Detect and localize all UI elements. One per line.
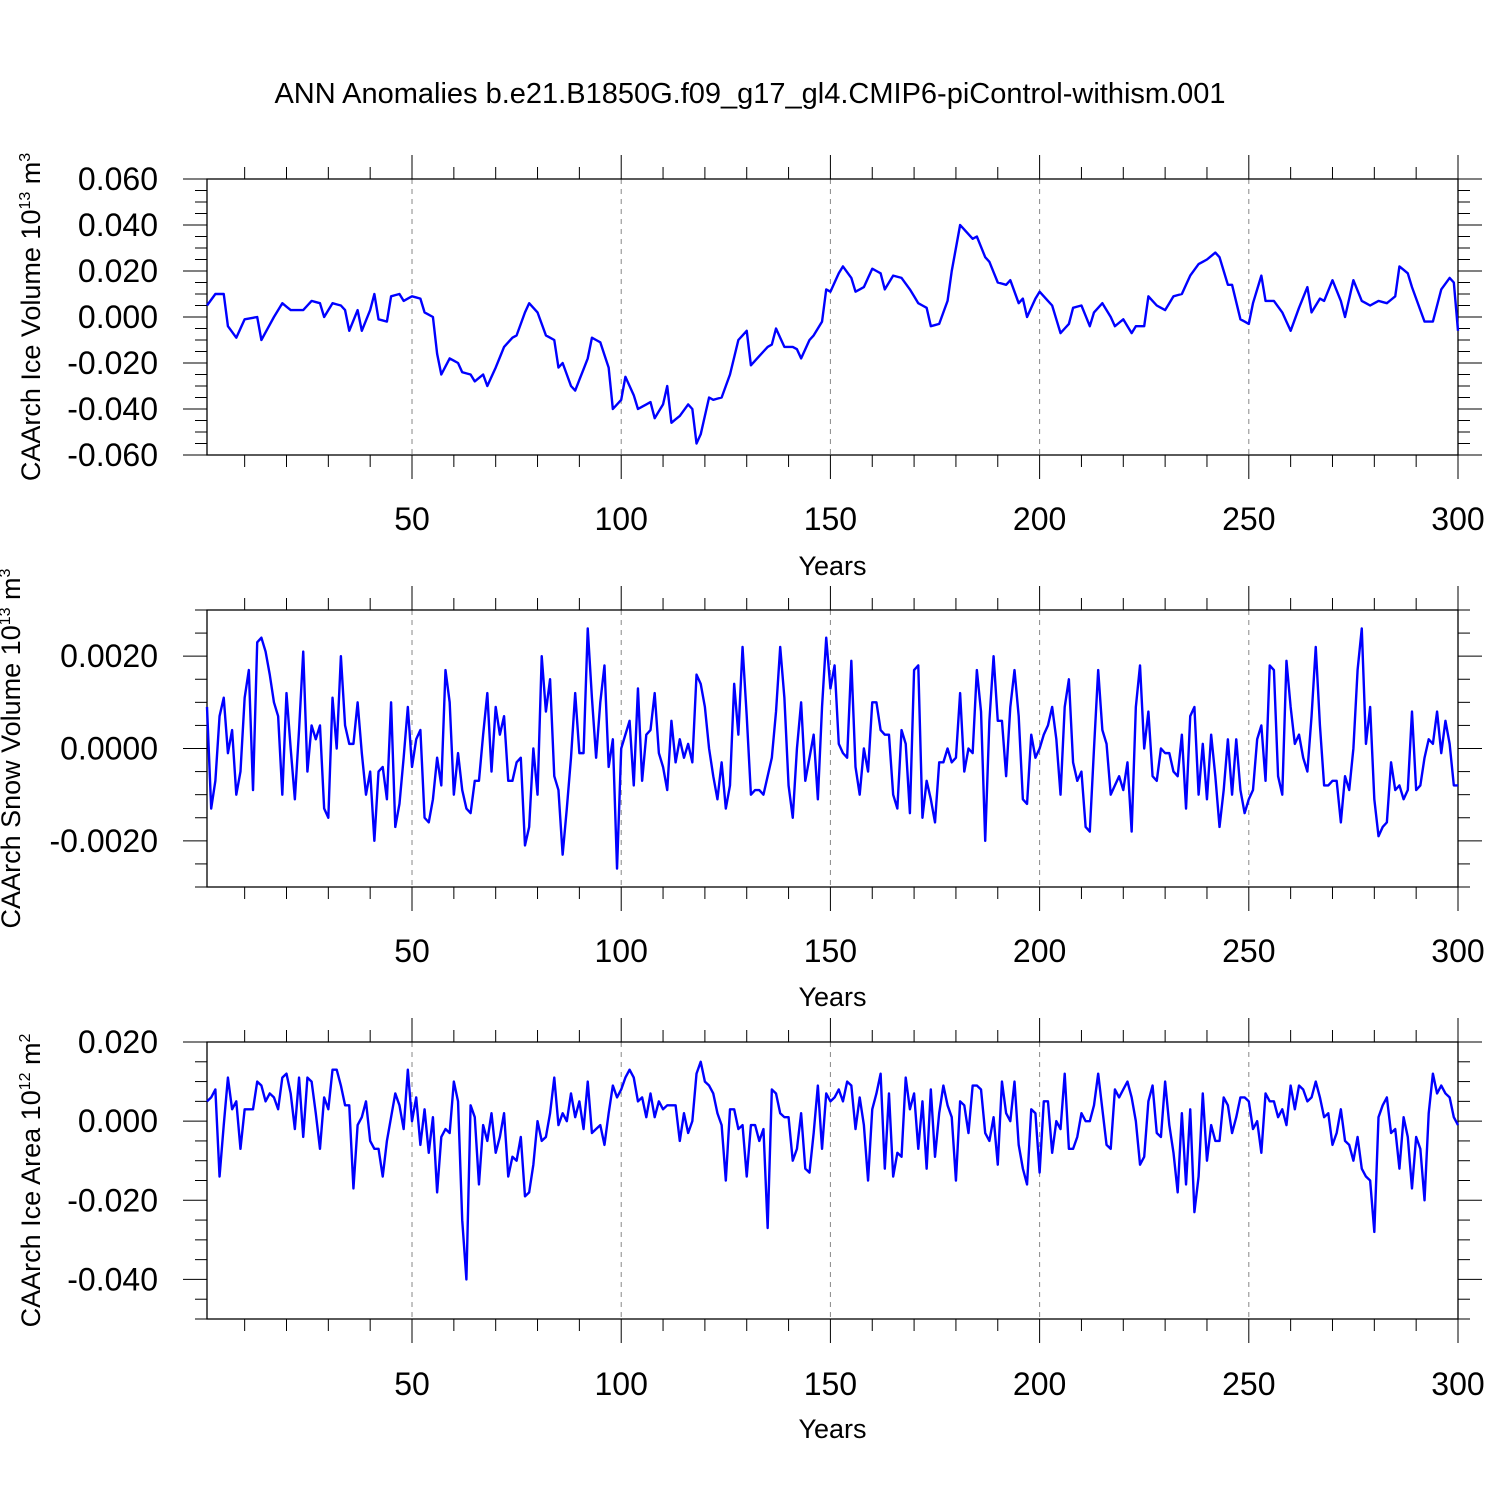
x-tick-label: 200 <box>1013 501 1066 537</box>
chart-panel-ice-volume: -0.060 -0.040 -0.020 0.000 0.020 0.040 0.060 50… <box>16 153 1485 581</box>
y-tick-label: -0.020 <box>67 345 158 381</box>
y-axis-title: CAArch Ice Area 1012 m2 <box>16 1033 46 1327</box>
y-axis-title-unit: m <box>16 1042 46 1072</box>
series-line-snow-volume <box>205 627 1458 870</box>
chart-panel-snow-volume: -0.0020 0.0000 0.0020 50 100 150 200 250 300 Year… <box>0 568 1485 1012</box>
y-tick-label: 0.000 <box>78 1103 158 1139</box>
y-tick-label: 0.0020 <box>60 638 158 674</box>
x-tick-label: 150 <box>804 1366 857 1402</box>
y-axis-title-exponent: 13 <box>0 607 14 625</box>
series-line-ice-volume <box>206 223 1460 445</box>
y-tick-label: 0.020 <box>78 253 158 289</box>
y-axis-title-unit: m <box>0 577 26 607</box>
y-tick-label: -0.040 <box>67 391 158 427</box>
x-tick-label: 50 <box>394 933 430 969</box>
y-axis-title-text: CAArch Ice Area 10 <box>16 1090 46 1327</box>
x-tick-label: 200 <box>1013 1366 1066 1402</box>
x-tick-label: 250 <box>1222 1366 1275 1402</box>
x-tick-label: 150 <box>804 501 857 537</box>
plot-frame <box>206 1041 1459 1320</box>
x-tick-label: 100 <box>595 501 648 537</box>
x-axis-title: Years <box>798 1414 866 1444</box>
chart-title: ANN Anomalies b.e21.B1850G.f09_g17_gl4.C… <box>274 78 1226 110</box>
y-axis-title-unit-exponent: 3 <box>0 568 14 577</box>
chart-panel-ice-area: -0.040 -0.020 0.000 0.020 50 100 150 200 250 300 Y… <box>16 1018 1485 1444</box>
x-tick-label: 250 <box>1222 933 1275 969</box>
plot-frame <box>206 178 1459 456</box>
series-line-ice-area <box>206 1060 1460 1281</box>
y-tick-label: -0.0020 <box>49 823 158 859</box>
y-axis-title: CAArch Ice Volume 1013 m3 <box>16 153 46 481</box>
x-tick-label: 300 <box>1431 933 1484 969</box>
x-tick-label: 50 <box>394 501 430 537</box>
y-axis-title-text: CAArch Snow Volume 10 <box>0 625 26 928</box>
y-axis-title-unit-exponent: 3 <box>17 153 34 162</box>
x-tick-label: 250 <box>1222 501 1275 537</box>
y-axis-title-unit: m <box>16 162 46 192</box>
y-tick-label: -0.060 <box>67 437 158 473</box>
y-axis-title-unit-exponent: 2 <box>17 1033 34 1042</box>
x-tick-label: 100 <box>595 1366 648 1402</box>
plot-frame <box>206 609 1459 888</box>
y-tick-label: -0.020 <box>67 1182 158 1218</box>
x-tick-label: 300 <box>1431 501 1484 537</box>
y-axis-title-exponent: 12 <box>17 1072 34 1090</box>
x-axis-title: Years <box>798 982 866 1012</box>
y-axis-title-exponent: 13 <box>17 192 34 210</box>
x-axis-title: Years <box>798 551 866 581</box>
y-tick-label: 0.000 <box>78 299 158 335</box>
y-tick-label: 0.0000 <box>60 731 158 767</box>
x-tick-label: 200 <box>1013 933 1066 969</box>
x-tick-label: 150 <box>804 933 857 969</box>
x-tick-label: 50 <box>394 1366 430 1402</box>
y-tick-label: 0.040 <box>78 207 158 243</box>
y-axis-title-text: CAArch Ice Volume 10 <box>16 210 46 482</box>
y-tick-label: -0.040 <box>67 1261 158 1297</box>
x-tick-label: 100 <box>595 933 648 969</box>
x-tick-label: 300 <box>1431 1366 1484 1402</box>
y-tick-label: 0.060 <box>78 161 158 197</box>
y-tick-label: 0.020 <box>78 1024 158 1060</box>
y-axis-title: CAArch Snow Volume 1013 m3 <box>0 568 26 928</box>
